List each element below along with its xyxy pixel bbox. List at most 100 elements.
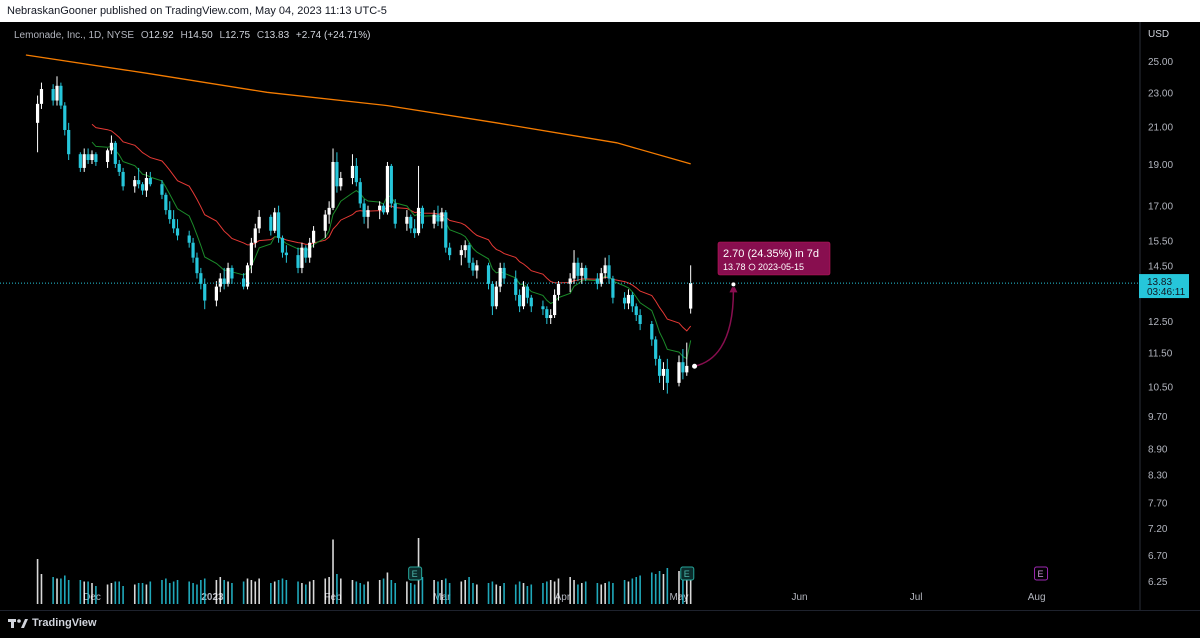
candle-body	[164, 194, 168, 211]
volume-bar	[161, 580, 163, 604]
legend-change: +2.74 (+24.71%)	[296, 30, 371, 41]
volume-bar	[499, 586, 501, 604]
candle-body	[463, 245, 467, 251]
volume-bar	[441, 580, 443, 604]
volume-bar	[200, 580, 202, 604]
candle-body	[253, 228, 257, 243]
volume-bar	[623, 580, 626, 604]
volume-bar	[145, 584, 148, 604]
candle-body	[665, 368, 669, 383]
legend-text: Lemonade, Inc., 1D, NYSE O12.92 H14.50 L…	[14, 30, 370, 41]
candle-body	[354, 165, 358, 183]
candle-body	[634, 306, 638, 316]
volume-bar	[56, 578, 58, 604]
candle-body	[39, 89, 44, 104]
candle-body	[409, 216, 413, 229]
last-price-label-bg	[1139, 274, 1189, 299]
candle-body	[381, 205, 386, 213]
candle-body	[222, 278, 226, 284]
candle-body	[607, 265, 611, 279]
y-tick-label: 23.00	[1148, 88, 1173, 99]
legend-low: 12.75	[225, 30, 250, 41]
volume-bar	[682, 566, 684, 604]
candle-body	[576, 262, 580, 276]
volume-bar	[468, 577, 470, 604]
volume-bar	[328, 577, 330, 604]
tradingview-logo[interactable]: TradingView	[8, 617, 97, 629]
y-tick-label: 8.90	[1148, 444, 1168, 455]
candle-body	[440, 212, 444, 222]
candle-body	[59, 85, 63, 106]
countdown-label: 03:46:11	[1147, 287, 1186, 298]
candle-body	[436, 214, 440, 222]
last-price-label: 13.83	[1147, 277, 1172, 288]
volume-bar	[63, 575, 66, 604]
candle-body	[94, 154, 98, 162]
volume-bar	[118, 581, 121, 604]
volume-bar	[270, 583, 272, 604]
volume-bar	[122, 586, 124, 604]
volume-bar	[305, 584, 307, 604]
candle-body	[362, 203, 366, 217]
legend-close: 13.83	[264, 30, 289, 41]
volume-bar	[106, 584, 109, 604]
volume-bar	[40, 574, 43, 604]
x-tick-label: 2023	[201, 592, 224, 603]
volume-bar	[324, 578, 327, 604]
projection-start-point	[692, 363, 698, 369]
volume-bar	[487, 583, 490, 604]
volume-bar	[273, 581, 276, 604]
volume-bar	[312, 580, 315, 604]
volume-bar	[149, 581, 152, 604]
volume-bar	[549, 580, 552, 604]
volume-bar	[219, 577, 222, 604]
volume-bar	[522, 583, 525, 604]
volume-bar	[367, 581, 369, 604]
volume-bar	[448, 583, 451, 604]
candle-body	[121, 171, 125, 187]
candle-body	[626, 294, 631, 304]
candle-body	[86, 154, 90, 161]
volume-bar	[662, 574, 665, 604]
currency-label: USD	[1148, 29, 1169, 40]
volume-bar	[355, 581, 358, 604]
volume-bar	[363, 584, 365, 604]
volume-bar	[165, 578, 167, 604]
volume-bar	[339, 578, 342, 604]
volume-bar	[495, 584, 498, 604]
volume-bar	[378, 580, 381, 604]
volume-bar	[604, 583, 606, 604]
volume-bar	[413, 584, 416, 604]
candle-body	[572, 262, 576, 279]
candle-body	[78, 154, 82, 168]
candle-body	[296, 255, 300, 268]
candle-body	[245, 265, 250, 287]
candle-body	[420, 207, 425, 224]
candle-body	[378, 205, 382, 211]
candle-body	[148, 178, 152, 185]
price-chart[interactable]: USD 25.00 23.00 21.00 19.00 17.00 15.50 14.50 1…	[0, 22, 1200, 610]
y-tick-label: 11.50	[1148, 348, 1173, 359]
volume-bar	[526, 586, 529, 604]
tradingview-logo-icon	[8, 619, 28, 628]
volume-bar	[685, 574, 688, 604]
volume-bar	[382, 578, 385, 604]
volume-bar	[546, 581, 548, 604]
volume-bar	[192, 583, 194, 604]
candle-body	[657, 358, 662, 376]
candle-body	[498, 267, 502, 287]
candle-body	[311, 230, 316, 243]
volume-bar	[654, 574, 657, 604]
volume-bar	[250, 580, 253, 604]
published-bar: NebraskanGooner published on TradingView…	[0, 0, 1200, 22]
earnings-label: E	[412, 569, 418, 579]
candle-body	[545, 309, 549, 319]
candle-body	[280, 237, 285, 253]
volume-bar	[678, 571, 680, 604]
candle-body	[650, 324, 654, 340]
volume-bar	[137, 583, 140, 604]
candle-body	[191, 242, 195, 258]
volume-bar	[36, 559, 39, 604]
candle-body	[611, 278, 615, 298]
candle-body	[393, 203, 397, 224]
